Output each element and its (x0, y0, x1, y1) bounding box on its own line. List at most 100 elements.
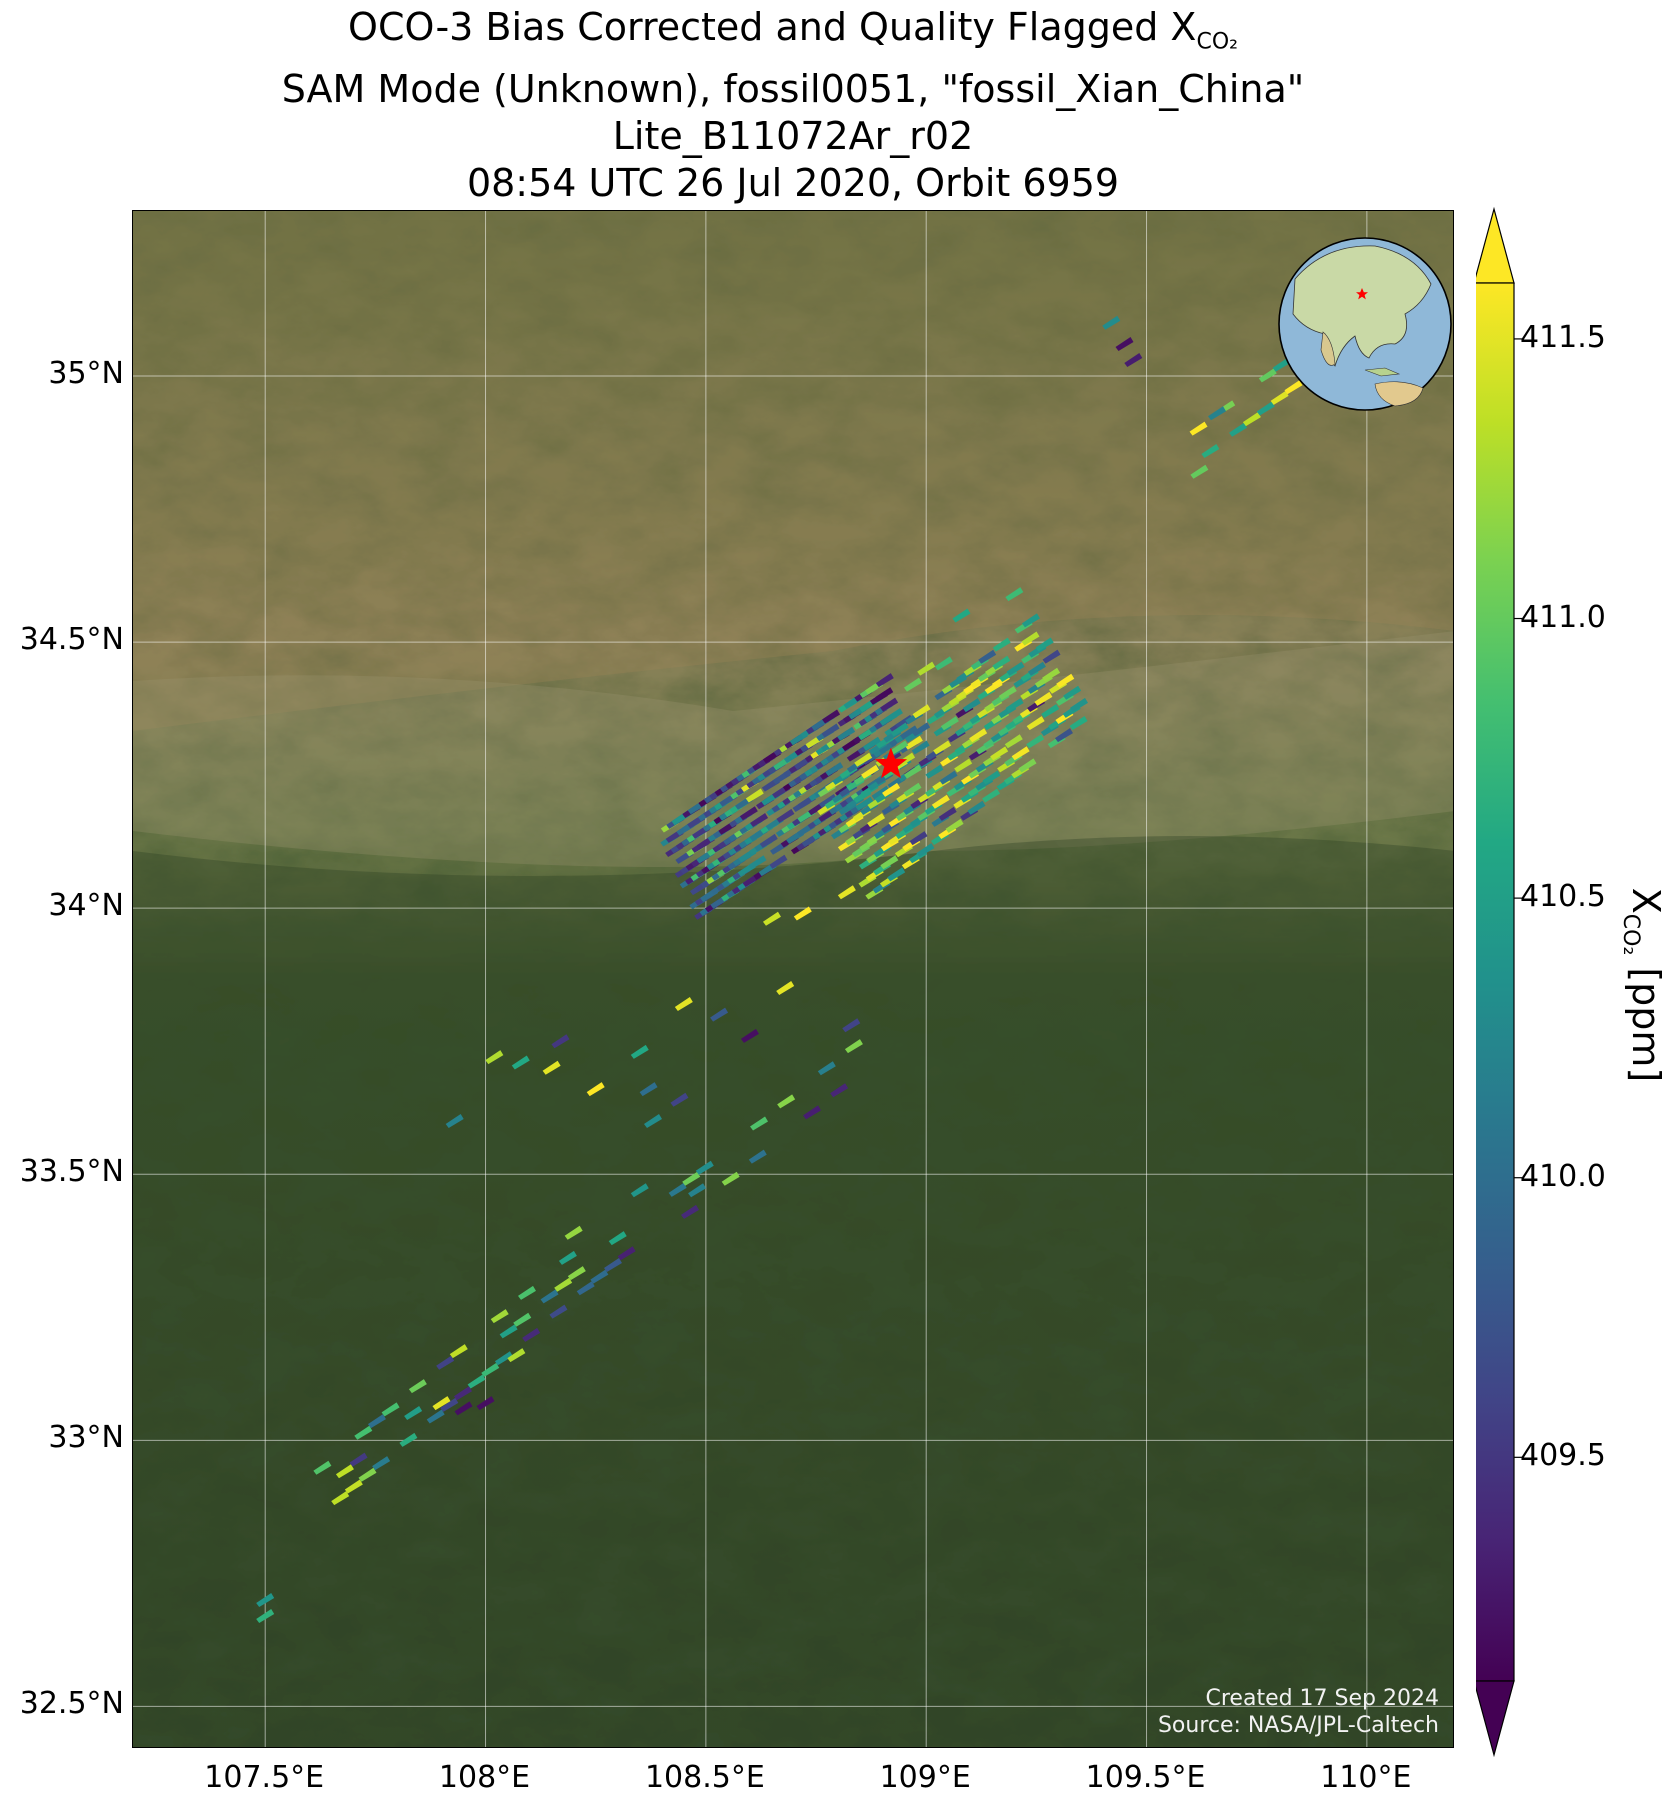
qinling-mountains (133, 836, 1453, 1747)
map-panel[interactable]: Created 17 Sep 2024 Source: NASA/JPL-Cal… (132, 210, 1454, 1748)
sounding-sparse-28 (1124, 353, 1143, 368)
map-gridlines (133, 211, 1453, 1747)
sounding-xian-east-86 (931, 794, 950, 809)
sounding-southwest-strip-11 (404, 1405, 423, 1420)
sounding-northeast-strip-0 (1201, 444, 1220, 459)
sounding-sparse-27 (1115, 337, 1134, 352)
sounding-sparse-14 (740, 1028, 759, 1043)
sounding-xian-main-285 (900, 725, 919, 740)
satellite-basemap (133, 211, 1453, 1747)
sounding-xian-east-55 (854, 752, 873, 767)
sounding-sparse-12 (674, 996, 693, 1011)
colorbar-tick-label-4: 411.5 (1520, 319, 1606, 355)
sounding-sparse-17 (564, 1225, 583, 1240)
sounding-xian-east-150 (1018, 758, 1037, 773)
sounding-sparse-26 (1102, 315, 1121, 330)
sounding-northeast-strip-6 (1270, 390, 1289, 405)
globe-land-indonesia (1364, 367, 1401, 377)
sounding-sparse-22 (454, 1401, 473, 1416)
colorbar-ticks (1514, 338, 1522, 1458)
sounding-sparse-25 (1005, 587, 1024, 602)
sounding-sparse-2 (445, 1114, 464, 1129)
sounding-sparse-5 (542, 1060, 561, 1075)
sounding-southwest-strip-18 (449, 1344, 468, 1359)
sounding-northeast-strip-7 (1258, 368, 1277, 383)
sounding-southwest-strip-7 (354, 1425, 373, 1440)
sounding-xian-main-107 (759, 833, 778, 848)
sounding-southwest-strip-1 (313, 1460, 332, 1475)
sounding-xian-east-105 (933, 740, 952, 755)
colorbar-label: XCO₂ [ppm] (1618, 887, 1668, 1083)
sounding-xian-east-175 (992, 655, 1011, 670)
sounding-xian-main-246 (862, 736, 881, 751)
sounding-northeast-strip-5 (1256, 401, 1275, 416)
sounding-xian-east-151 (1011, 746, 1030, 761)
sounding-northeast-strip-2 (1229, 422, 1248, 437)
sounding-xian-east-185 (1041, 703, 1060, 718)
sounding-xian-main-287 (875, 673, 894, 688)
sounding-southwest-strip-3 (335, 1464, 354, 1479)
sounding-sparse-6 (551, 1034, 570, 1049)
sounding-xian-main-203 (825, 762, 844, 777)
sounding-xian-east-198 (1042, 667, 1061, 682)
sounding-sparse-34 (917, 661, 936, 676)
sounding-xian-east-165 (1026, 734, 1045, 749)
title-line-3: Lite_B11072Ar_r02 (612, 113, 974, 158)
sounding-xian-east-106 (912, 704, 931, 719)
inset-globe (1278, 237, 1452, 411)
sounding-southwest-strip-34 (617, 1246, 636, 1261)
sounding-xian-main-130 (776, 808, 795, 823)
sounding-sparse-13 (710, 1007, 729, 1022)
sounding-xian-east-82 (890, 740, 909, 755)
sounding-xian-east-152 (1004, 734, 1023, 749)
sounding-southwest-strip-10 (381, 1402, 400, 1417)
sounding-sparse-29 (1190, 464, 1209, 479)
lat-tick-label-1: 34.5°N (19, 622, 124, 658)
lat-tick-label-5: 32.5°N (19, 1686, 124, 1722)
sounding-southwest-strip-8 (367, 1414, 386, 1429)
sounding-xian-east-182 (992, 637, 1011, 652)
colorbar-extend-max (1476, 206, 1515, 284)
sounding-sparse-19 (688, 1183, 707, 1198)
sounding-xian-east-109 (954, 758, 973, 773)
globe-land-australia (1374, 381, 1424, 407)
sounding-xian-east-54 (861, 764, 880, 779)
lon-tick-label-5: 110°E (1320, 1760, 1412, 1795)
sounding-sparse-15 (776, 980, 795, 995)
sounding-south-strip-3 (695, 1160, 714, 1175)
sounding-xian-east-130 (969, 728, 988, 743)
sounding-sparse-7 (586, 1082, 605, 1097)
sounding-sparse-35 (903, 677, 922, 692)
lat-tick-label-2: 34°N (48, 888, 124, 924)
sounding-xian-east-120 (982, 770, 1001, 785)
sounding-xian-east-84 (945, 818, 964, 833)
sounding-sparse-24 (952, 608, 971, 623)
colorbar-tick-label-3: 411.0 (1520, 599, 1606, 635)
sounding-xian-east-57 (909, 831, 928, 846)
loess-plateau-region (133, 211, 1453, 731)
sounding-sparse-10 (670, 1092, 689, 1107)
sounding-xian-east-194 (1069, 715, 1088, 730)
sounding-xian-east-118 (940, 716, 959, 731)
sounding-sparse-18 (630, 1183, 649, 1198)
sounding-sparse-0 (256, 1608, 275, 1623)
sounding-xian-main-220 (821, 723, 840, 738)
sounding-sparse-3 (485, 1050, 504, 1065)
sounding-south-strip-0 (680, 1204, 699, 1219)
lon-tick-label-1: 108°E (438, 1760, 531, 1795)
sounding-xian-east-200 (1021, 631, 1040, 646)
sounding-south-strip-5 (748, 1149, 767, 1164)
sounding-xian-east-90 (925, 764, 944, 779)
sounding-southwest-strip-35 (608, 1231, 627, 1246)
xco2-soundings (256, 315, 1303, 1623)
sounding-south-strip-9 (830, 1083, 849, 1098)
sounding-xian-east-23 (887, 867, 906, 882)
sounding-xian-main-234 (871, 785, 890, 800)
sounding-sparse-23 (476, 1396, 495, 1411)
sounding-south-strip-10 (817, 1061, 836, 1076)
sounding-xian-main-282 (875, 687, 894, 702)
sounding-xian-east-61 (882, 782, 901, 797)
sounding-southwest-strip-26 (549, 1304, 568, 1319)
lon-tick-label-0: 107.5°E (204, 1760, 325, 1795)
sounding-southwest-strip-0 (331, 1491, 350, 1506)
